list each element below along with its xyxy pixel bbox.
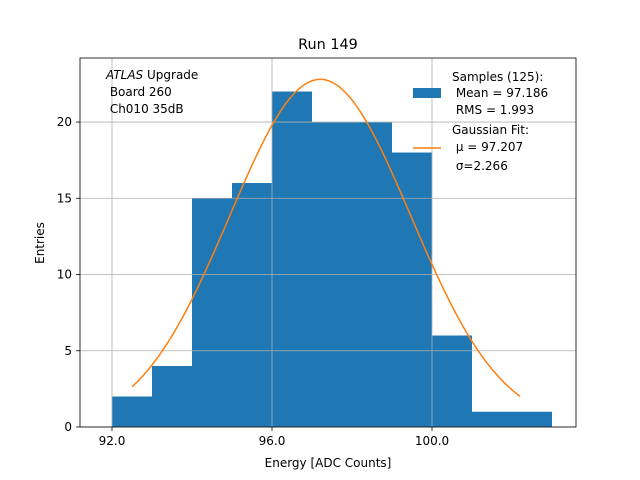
legend-samples-rms: RMS = 1.993 (452, 103, 534, 117)
y-tick-label-1: 5 (64, 344, 72, 358)
y-tick-label-0: 0 (64, 420, 72, 434)
x-tick-label-0: 92.0 (99, 434, 126, 448)
y-tick-label-2: 10 (57, 268, 72, 282)
chart-title: Run 149 (298, 37, 358, 53)
y-tick-label-3: 15 (57, 191, 72, 205)
annotation-line-3: Ch010 35dB (106, 102, 184, 116)
histogram-bar-7 (392, 152, 432, 428)
legend-fit-sigma: σ=2.266 (452, 159, 508, 173)
histogram-bar-8 (432, 335, 472, 427)
y-axis-ticks: 0 5 10 15 20 (57, 115, 80, 434)
histogram-bar-2 (192, 198, 232, 427)
gaussian-fit-curve (131, 78, 521, 397)
histogram-bar-1 (152, 366, 192, 427)
y-tick-label-4: 20 (57, 115, 72, 129)
annotation-line-1: ATLAS Upgrade (105, 68, 198, 82)
legend-fit-mu: μ = 97.207 (452, 140, 523, 154)
histogram-bar-0 (112, 396, 152, 427)
histogram-bar-10 (512, 411, 552, 427)
legend-samples-title: Samples (125): (452, 70, 543, 84)
annotation-atlas: ATLAS (105, 68, 144, 82)
legend-samples-swatch (413, 88, 441, 98)
histogram-bar-3 (232, 183, 272, 427)
plot-area-frame (79, 57, 577, 428)
x-axis-ticks: 92.0 96.0 100.0 (99, 427, 449, 448)
x-tick-label-1: 96.0 (259, 434, 286, 448)
legend-fit-title: Gaussian Fit: (452, 123, 529, 137)
histogram-bar-4 (272, 91, 312, 427)
x-axis-label: Energy [ADC Counts] (265, 456, 392, 470)
histogram-bar-9 (472, 411, 512, 427)
histogram-bars (112, 91, 552, 428)
y-axis-label: Entries (33, 222, 47, 264)
legend-samples-mean: Mean = 97.186 (452, 86, 548, 100)
annotation-upgrade: Upgrade (143, 68, 198, 82)
legend: Samples (125): Mean = 97.186 RMS = 1.993… (413, 70, 548, 173)
x-tick-label-2: 100.0 (415, 434, 449, 448)
annotation-line-2: Board 260 (106, 85, 172, 99)
